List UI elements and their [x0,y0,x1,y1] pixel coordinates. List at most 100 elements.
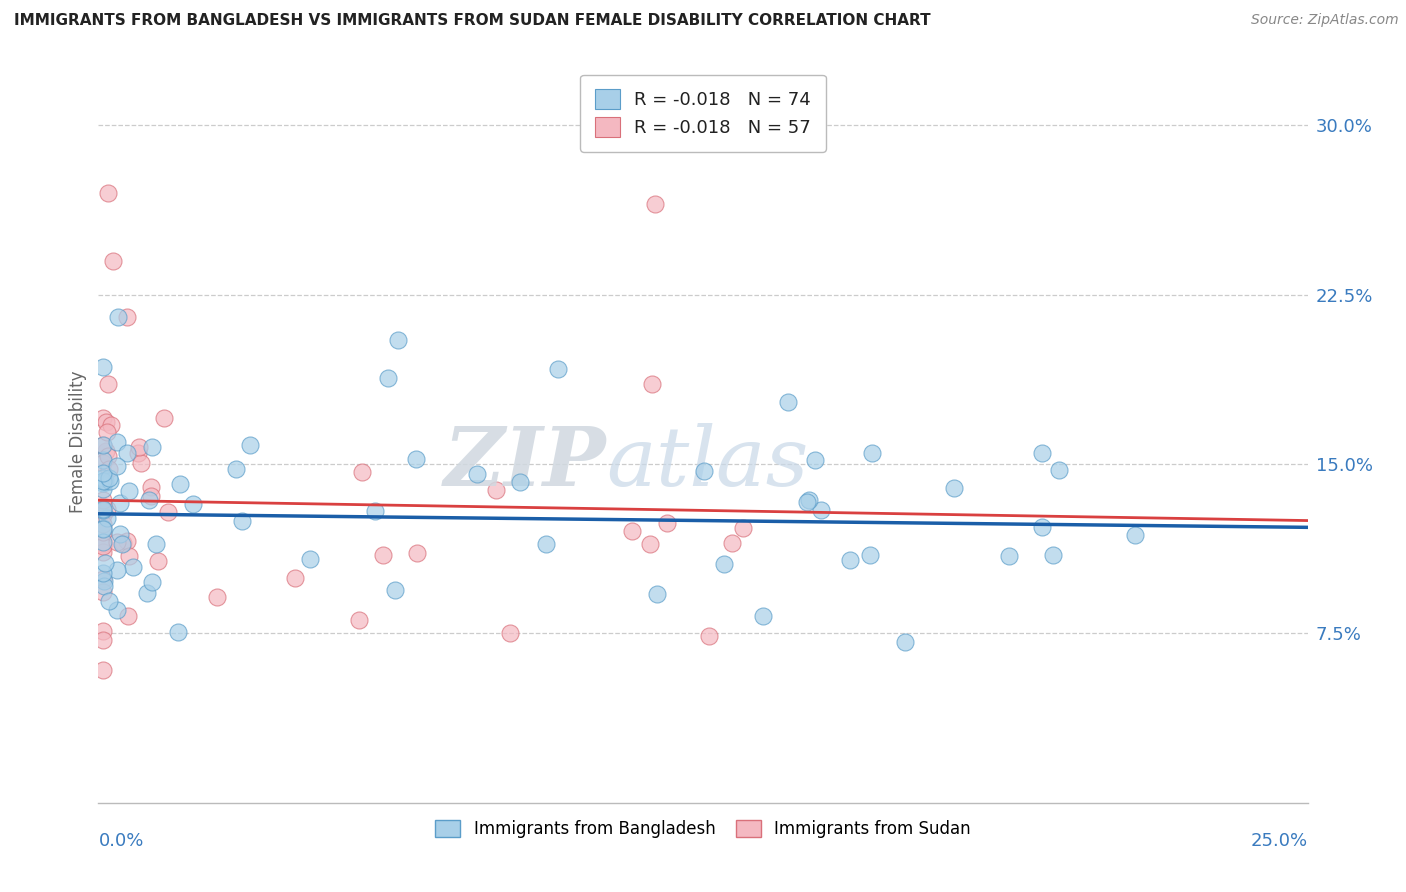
Immigrants from Bangladesh [1123,528,1146,542]
Immigrants from Bangladesh [115,446,138,460]
Immigrants from Sudan [91,456,114,470]
Immigrants from Bangladesh [509,475,531,489]
Immigrants from Sudan [128,440,150,454]
Immigrants from Sudan [91,537,114,551]
Immigrants from Sudan [91,500,114,514]
Text: 0.0%: 0.0% [98,831,143,850]
Immigrants from Bangladesh [93,574,115,589]
Immigrants from Bangladesh [91,483,114,497]
Immigrants from Bangladesh [465,467,488,481]
Immigrants from Bangladesh [93,579,115,593]
Immigrants from Bangladesh [796,495,818,509]
Immigrants from Bangladesh [387,333,409,347]
Immigrants from Bangladesh [377,371,399,385]
Immigrants from Sudan [91,624,114,639]
Immigrants from Sudan [111,536,134,550]
Immigrants from Sudan [352,465,374,479]
Immigrants from Bangladesh [91,466,114,480]
Immigrants from Bangladesh [107,310,129,325]
Immigrants from Sudan [373,548,395,562]
Immigrants from Sudan [91,539,114,553]
Immigrants from Sudan [638,537,661,551]
Immigrants from Bangladesh [91,522,114,536]
Immigrants from Bangladesh [96,511,118,525]
Immigrants from Bangladesh [167,624,190,639]
Immigrants from Bangladesh [169,476,191,491]
Immigrants from Sudan [129,456,152,470]
Immigrants from Bangladesh [94,474,117,488]
Immigrants from Sudan [101,253,124,268]
Immigrants from Bangladesh [1031,446,1053,460]
Immigrants from Bangladesh [547,362,569,376]
Immigrants from Bangladesh [107,458,129,473]
Immigrants from Bangladesh [91,566,114,580]
Immigrants from Bangladesh [91,452,114,467]
Immigrants from Bangladesh [100,475,122,489]
Immigrants from Bangladesh [405,452,427,467]
Immigrants from Sudan [91,508,114,522]
Text: atlas: atlas [606,423,808,503]
Immigrants from Sudan [97,377,120,392]
Immigrants from Sudan [97,450,120,464]
Immigrants from Sudan [283,571,305,585]
Legend: Immigrants from Bangladesh, Immigrants from Sudan: Immigrants from Bangladesh, Immigrants f… [429,814,977,845]
Immigrants from Bangladesh [91,521,114,535]
Immigrants from Bangladesh [751,608,773,623]
Immigrants from Bangladesh [105,563,128,577]
Immigrants from Sudan [91,572,114,586]
Immigrants from Bangladesh [91,535,114,549]
Immigrants from Sudan [94,415,117,429]
Immigrants from Bangladesh [122,560,145,574]
Immigrants from Sudan [733,521,755,535]
Immigrants from Sudan [641,376,664,391]
Immigrants from Sudan [721,535,744,549]
Immigrants from Bangladesh [810,502,832,516]
Immigrants from Sudan [118,549,141,563]
Immigrants from Bangladesh [776,395,799,409]
Immigrants from Bangladesh [141,440,163,454]
Y-axis label: Female Disability: Female Disability [69,370,87,513]
Immigrants from Sudan [146,554,169,568]
Immigrants from Sudan [115,534,138,549]
Immigrants from Sudan [91,493,114,508]
Immigrants from Bangladesh [141,574,163,589]
Immigrants from Bangladesh [713,557,735,571]
Immigrants from Sudan [91,410,114,425]
Immigrants from Bangladesh [110,496,132,510]
Immigrants from Bangladesh [93,556,115,570]
Immigrants from Sudan [697,629,720,643]
Immigrants from Sudan [205,591,228,605]
Immigrants from Bangladesh [363,504,385,518]
Immigrants from Sudan [91,585,114,599]
Immigrants from Bangladesh [943,481,966,495]
Immigrants from Bangladesh [135,585,157,599]
Immigrants from Bangladesh [1042,548,1064,562]
Immigrants from Sudan [485,483,508,497]
Immigrants from Bangladesh [91,476,114,491]
Immigrants from Sudan [96,425,118,440]
Immigrants from Bangladesh [181,497,204,511]
Immigrants from Sudan [644,197,666,211]
Immigrants from Bangladesh [239,438,262,452]
Immigrants from Sudan [153,411,176,425]
Immigrants from Bangladesh [98,471,121,485]
Immigrants from Bangladesh [91,501,114,516]
Immigrants from Bangladesh [693,464,716,478]
Immigrants from Bangladesh [1031,520,1053,534]
Immigrants from Bangladesh [97,594,120,608]
Immigrants from Sudan [100,417,122,432]
Immigrants from Bangladesh [91,474,114,488]
Immigrants from Sudan [96,444,118,458]
Immigrants from Sudan [117,310,139,325]
Immigrants from Bangladesh [803,453,825,467]
Immigrants from Bangladesh [838,553,860,567]
Immigrants from Bangladesh [91,438,114,452]
Immigrants from Bangladesh [1049,463,1071,477]
Immigrants from Sudan [498,626,520,640]
Immigrants from Bangladesh [231,514,253,528]
Immigrants from Bangladesh [859,548,882,562]
Immigrants from Bangladesh [225,461,247,475]
Immigrants from Sudan [127,446,149,460]
Immigrants from Bangladesh [145,536,167,550]
Immigrants from Bangladesh [647,586,669,600]
